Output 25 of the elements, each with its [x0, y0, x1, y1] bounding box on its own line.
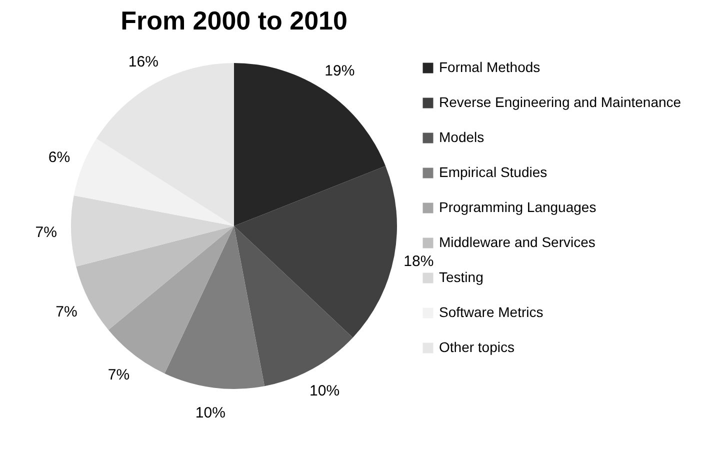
legend-label: Reverse Engineering and Maintenance — [439, 94, 682, 110]
pie-slice — [76, 226, 234, 330]
data-label: 10% — [195, 404, 226, 422]
legend-label: Formal Methods — [439, 59, 540, 75]
pie-slice — [234, 166, 397, 338]
data-label: 10% — [310, 382, 340, 400]
chart-title: From 2000 to 2010 — [120, 5, 348, 36]
legend-label: Software Metrics — [439, 304, 544, 320]
legend-label: Testing — [439, 269, 484, 285]
legend-label: Programming Languages — [439, 199, 596, 215]
data-label: 18% — [404, 253, 434, 270]
data-label: 7% — [56, 303, 78, 320]
pie-slice — [234, 63, 386, 226]
legend-label: Middleware and Services — [439, 234, 596, 250]
legend-label: Models — [439, 129, 484, 145]
legend-label: Empirical Studies — [439, 164, 548, 180]
data-label: 6% — [48, 148, 70, 166]
pie-slice — [164, 226, 265, 389]
data-label: 19% — [324, 62, 355, 80]
data-label: 16% — [128, 53, 158, 70]
pie-slice — [71, 195, 234, 267]
data-label: 7% — [35, 224, 57, 241]
legend-label: Other topics — [439, 339, 514, 355]
data-label: 7% — [108, 366, 130, 384]
pie-slice — [234, 226, 353, 386]
